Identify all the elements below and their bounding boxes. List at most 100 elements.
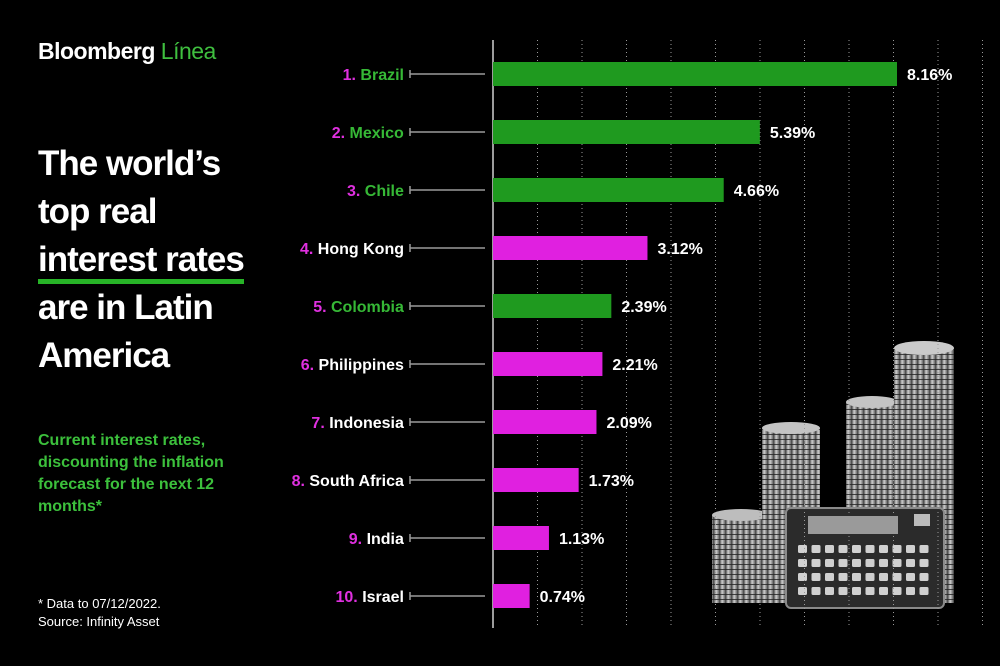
category-label: 1. Brazil (343, 67, 404, 84)
category-label: 8. South Africa (292, 473, 404, 490)
rank-label: 4. (300, 241, 318, 258)
calculator-key (825, 573, 834, 581)
calculator-key (865, 573, 875, 581)
bar-row: 6. Philippines 2.21% (301, 352, 658, 376)
value-label: 1.13% (559, 531, 604, 548)
calculator-key (865, 559, 875, 567)
calculator-key (906, 573, 915, 581)
category-label: 6. Philippines (301, 357, 404, 374)
category-label: 4. Hong Kong (300, 241, 404, 258)
calculator-key (852, 545, 861, 553)
value-label: 8.16% (907, 67, 952, 84)
calculator-key (906, 559, 915, 567)
headline: The world’s top real interest rates are … (38, 140, 298, 380)
headline-line-2: top real (38, 192, 157, 231)
rank-label: 6. (301, 357, 319, 374)
calculator-key (852, 559, 861, 567)
bar (493, 410, 597, 434)
calculator-key (865, 587, 875, 595)
bar-row: 4. Hong Kong 3.12% (300, 236, 703, 260)
bar-row: 1. Brazil 8.16% (343, 62, 952, 86)
country-label: Philippines (319, 357, 404, 374)
headline-line-3: interest rates (38, 240, 245, 284)
calculator-key (892, 573, 902, 581)
value-label: 2.09% (606, 415, 651, 432)
calculator-key (811, 545, 821, 553)
calculator-key (865, 545, 875, 553)
bar (493, 62, 897, 86)
calculator-key (825, 545, 834, 553)
bar (493, 526, 549, 550)
category-label: 10. Israel (336, 589, 405, 606)
logo-sub: Línea (160, 38, 217, 64)
country-label: Israel (362, 589, 404, 606)
calculator-key (879, 573, 888, 581)
chart-subtitle: Current interest rates, discounting the … (38, 432, 224, 515)
bar-row: 5. Colombia 2.39% (313, 294, 667, 318)
category-label: 2. Mexico (332, 125, 404, 142)
bar-row: 3. Chile 4.66% (347, 178, 779, 202)
category-label: 3. Chile (347, 183, 404, 200)
calculator (785, 507, 945, 609)
value-label: 4.66% (734, 183, 779, 200)
calculator-key (879, 587, 888, 595)
footnote-date: * Data to 07/12/2022. (38, 596, 161, 611)
rank-label: 1. (343, 67, 361, 84)
rank-label: 2. (332, 125, 350, 142)
calculator-key (825, 587, 834, 595)
value-label: 3.12% (657, 241, 702, 258)
bar (493, 236, 648, 260)
calculator-key (838, 587, 848, 595)
calculator-key (825, 559, 834, 567)
bar-row: 10. Israel 0.74% (336, 584, 585, 608)
calculator-key (919, 573, 929, 581)
calculator-key (811, 559, 821, 567)
calculator-key (892, 545, 902, 553)
category-label: 7. Indonesia (311, 415, 404, 432)
calculator-key (919, 545, 929, 553)
category-label: 5. Colombia (313, 299, 404, 316)
bar-row: 9. India 1.13% (349, 526, 604, 550)
bar (493, 584, 530, 608)
logo-brand: Bloomberg (38, 38, 155, 64)
value-label: 0.74% (540, 589, 585, 606)
calculator-key (892, 559, 902, 567)
calculator-key (879, 545, 888, 553)
calculator-key (879, 559, 888, 567)
value-label: 2.39% (621, 299, 666, 316)
calculator-key (919, 559, 929, 567)
bloomberg-linea-logo: Bloomberg Línea (38, 38, 216, 65)
calculator-key (811, 587, 821, 595)
rank-label: 10. (336, 589, 363, 606)
value-label: 5.39% (770, 125, 815, 142)
country-label: Mexico (350, 125, 404, 142)
country-label: Hong Kong (318, 241, 404, 258)
rank-label: 3. (347, 183, 365, 200)
calculator-key (838, 573, 848, 581)
footnote-source: Source: Infinity Asset (38, 614, 160, 629)
calculator-key (798, 573, 807, 581)
calculator-key (919, 587, 929, 595)
footnote: * Data to 07/12/2022. Source: Infinity A… (38, 595, 161, 631)
bar-row: 8. South Africa 1.73% (292, 468, 634, 492)
rank-label: 8. (292, 473, 310, 490)
bars: 1. Brazil 8.16% 2. Mexico 5.39% 3. Chile 4.66… (292, 62, 952, 608)
calculator-key (852, 587, 861, 595)
calculator-key (892, 587, 902, 595)
headline-line-4: are in Latin (38, 288, 214, 327)
country-label: Colombia (331, 299, 404, 316)
headline-line-1: The world’s (38, 144, 221, 183)
value-label: 1.73% (589, 473, 634, 490)
country-label: Brazil (360, 67, 404, 84)
bar-row: 7. Indonesia 2.09% (311, 410, 652, 434)
calculator-key (838, 545, 848, 553)
country-label: South Africa (309, 473, 404, 490)
country-label: Indonesia (329, 415, 404, 432)
calculator-key (906, 587, 915, 595)
rank-label: 9. (349, 531, 367, 548)
bar (493, 352, 603, 376)
country-label: India (367, 531, 404, 548)
bar (493, 178, 724, 202)
